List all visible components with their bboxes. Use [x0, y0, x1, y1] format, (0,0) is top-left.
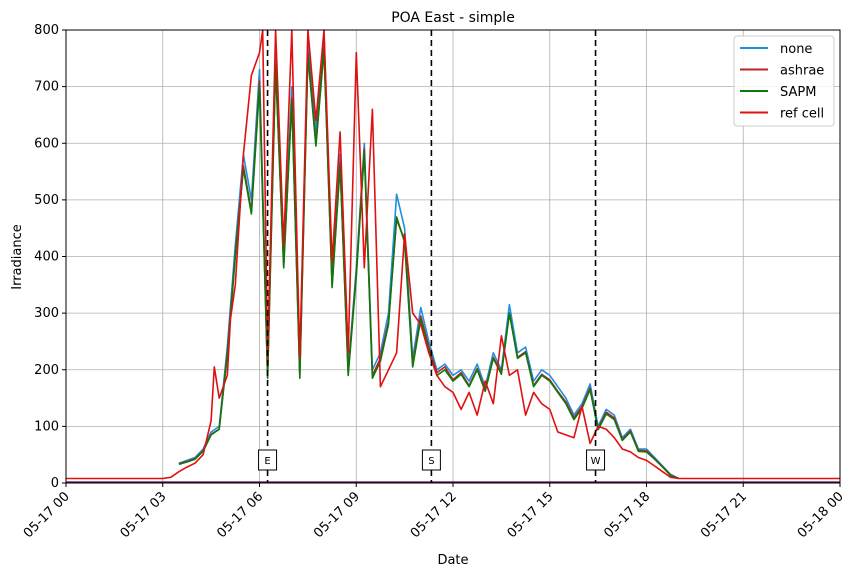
marker-label-e: E: [264, 456, 270, 467]
y-tick-label: 500: [34, 193, 59, 208]
series-line-ref-cell: [66, 29, 840, 480]
marker-label-w: W: [591, 456, 601, 467]
y-axis-label: Irradiance: [10, 224, 25, 289]
marker-box-w: [586, 449, 606, 471]
y-tick-label: 100: [34, 419, 59, 434]
marker-label-s: S: [428, 456, 434, 467]
marker-box-s: [421, 449, 441, 471]
chart-title: POA East - simple: [391, 10, 515, 26]
y-tick-label: 800: [34, 23, 59, 38]
legend: none ashrae SAPM ref cell: [733, 35, 835, 127]
y-tick-label: 600: [34, 136, 59, 151]
y-ticks: 0 100 200 300 400 500 600 700 800: [34, 23, 66, 491]
y-tick-label: 200: [34, 363, 59, 378]
marker-box-e: [258, 449, 278, 471]
y-tick-label: 0: [51, 476, 59, 491]
x-axis-label: Date: [437, 553, 468, 568]
y-tick-label: 400: [34, 250, 59, 265]
legend-label: none: [780, 42, 812, 57]
legend-box: [733, 35, 835, 127]
legend-label: ashrae: [780, 64, 824, 79]
y-tick-label: 300: [34, 306, 59, 321]
legend-label: ref cell: [780, 107, 824, 122]
legend-label: SAPM: [780, 85, 816, 100]
y-tick-label: 700: [34, 80, 59, 95]
